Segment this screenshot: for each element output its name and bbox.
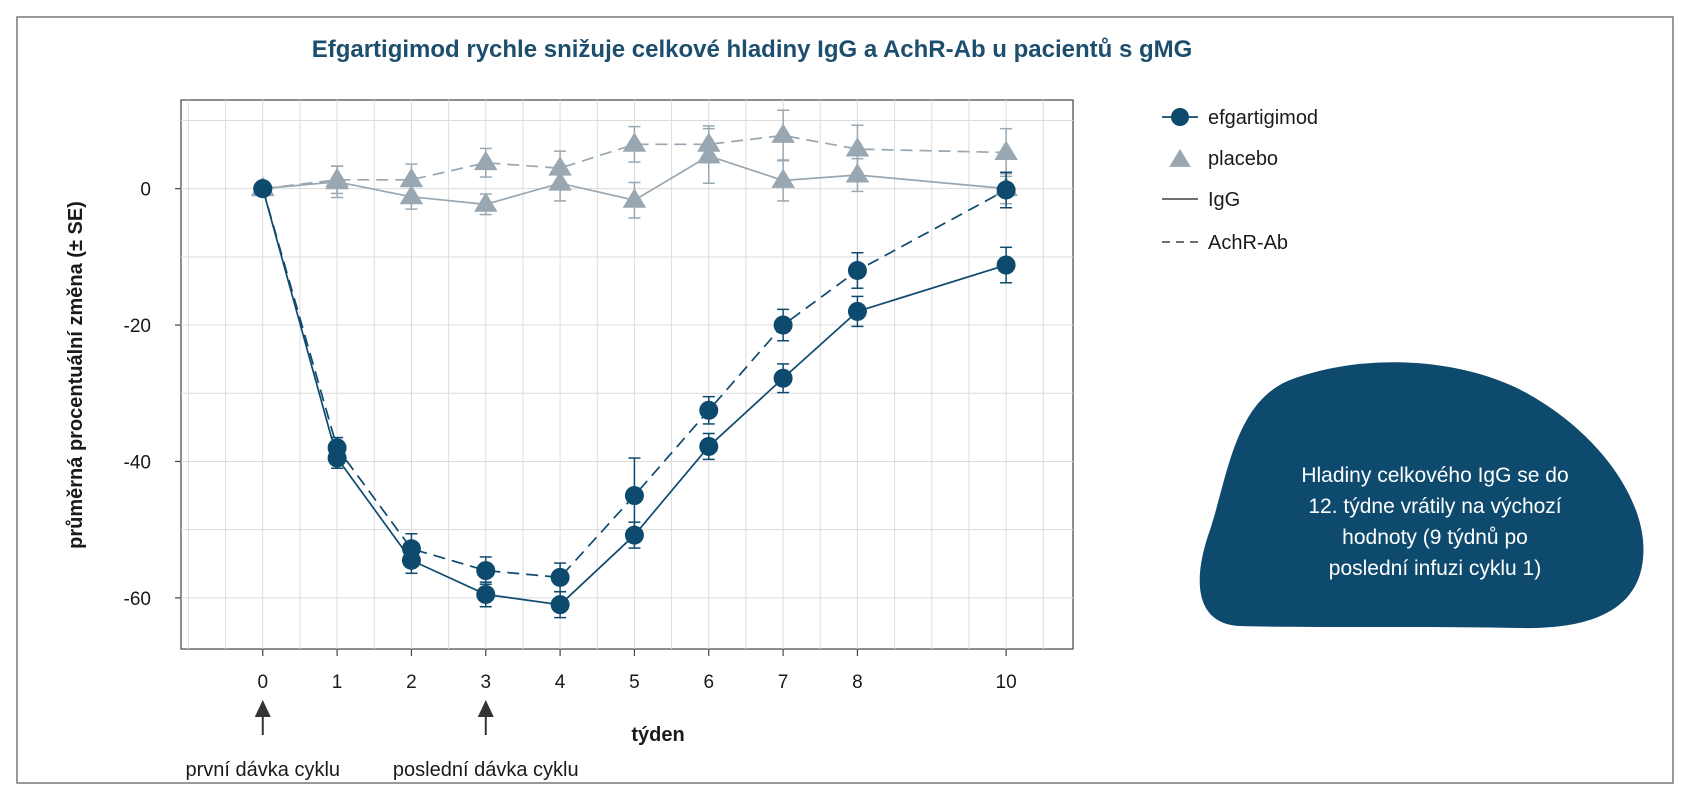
- callout-line: 12. týdne vrátily na výchozí: [1308, 495, 1561, 518]
- x-tick-label: 1: [332, 672, 343, 693]
- data-point: [253, 179, 273, 199]
- data-point: [771, 123, 795, 143]
- y-tick-label: -20: [124, 316, 151, 337]
- data-point: [845, 137, 870, 157]
- data-point: [773, 315, 793, 335]
- data-point: [624, 486, 644, 506]
- x-tick-label: 0: [257, 672, 268, 693]
- callout-blob: [1199, 362, 1644, 629]
- callout-line: hodnoty (9 týdnů po: [1342, 526, 1528, 549]
- dose-label: první dávka cyklu: [186, 759, 341, 781]
- data-point: [327, 448, 347, 468]
- data-point: [325, 167, 349, 188]
- dose-arrow-head: [254, 700, 271, 717]
- x-tick-label: 8: [852, 672, 863, 693]
- data-point: [697, 132, 721, 152]
- data-point: [996, 180, 1016, 200]
- data-point: [771, 168, 795, 188]
- dose-label: poslední dávka cyklu: [393, 759, 579, 781]
- x-tick-label: 6: [703, 672, 714, 693]
- series-placebo-AchR-Ab: [251, 109, 1018, 197]
- data-point: [996, 255, 1016, 275]
- data-point: [994, 140, 1018, 160]
- series-layer: [251, 109, 1018, 619]
- data-point: [474, 192, 498, 212]
- callout-text: Hladiny celkového IgG se do 12. týdne vrá…: [1301, 464, 1568, 580]
- callout-line: Hladiny celkového IgG se do: [1301, 464, 1568, 487]
- x-tick-label: 3: [480, 672, 491, 693]
- plot-area: [180, 99, 1074, 650]
- series-efgartigimod-IgG: [253, 179, 1016, 619]
- legend-item: efgartigimod: [1162, 107, 1318, 129]
- x-axis-label: týden: [631, 724, 684, 746]
- data-point: [773, 368, 793, 388]
- data-point: [550, 567, 570, 587]
- data-point: [699, 400, 719, 420]
- x-tick-label: 7: [778, 672, 789, 693]
- y-tick-label: -60: [124, 589, 151, 610]
- data-point: [622, 188, 647, 208]
- callout-line: poslední infuzi cyklu 1): [1329, 557, 1541, 580]
- data-point: [476, 561, 496, 581]
- callout: Hladiny celkového IgG se do 12. týdne vrá…: [1199, 362, 1644, 629]
- x-tick-label: 4: [555, 672, 566, 693]
- x-tick-label: 2: [406, 672, 417, 693]
- legend-marker: [1169, 149, 1191, 167]
- legend-item: IgG: [1162, 189, 1240, 211]
- legend-label: AchR-Ab: [1208, 232, 1288, 254]
- dose-annotations: první dávka cyklu poslední dávka cyklu: [186, 700, 579, 781]
- legend-label: IgG: [1208, 189, 1240, 211]
- data-point: [622, 132, 647, 152]
- data-point: [476, 584, 496, 604]
- data-point: [847, 260, 867, 280]
- legend: efgartigimod placebo IgG AchR-Ab: [1162, 107, 1318, 254]
- series-line: [261, 188, 1007, 579]
- y-tick-label: -40: [124, 452, 151, 473]
- x-tick-label: 10: [996, 672, 1017, 693]
- legend-label: placebo: [1208, 148, 1278, 170]
- data-point: [399, 167, 424, 188]
- legend-item: placebo: [1169, 148, 1278, 170]
- data-point: [474, 150, 498, 171]
- data-point: [624, 525, 644, 545]
- legend-marker: [1171, 108, 1189, 126]
- data-point: [548, 156, 572, 176]
- y-axis-label: průměrná procentuální změna (± SE): [65, 201, 87, 549]
- series-line: [261, 188, 1007, 606]
- dose-arrow-head: [477, 700, 494, 717]
- y-axis-ticks: 0 -20 -40 -60: [124, 180, 181, 610]
- data-point: [699, 436, 719, 456]
- x-axis-ticks: 0 1 2 3 4 5 6 7 8 10: [257, 649, 1017, 693]
- legend-label: efgartigimod: [1208, 107, 1318, 129]
- data-point: [401, 550, 421, 570]
- x-tick-label: 5: [629, 672, 640, 693]
- data-point: [847, 301, 867, 321]
- data-point: [550, 595, 570, 615]
- series-line: [262, 154, 1007, 206]
- chart-title: Efgartigimod rychle snižuje celkové hlad…: [312, 36, 1193, 63]
- legend-item: AchR-Ab: [1162, 232, 1288, 254]
- y-tick-label: 0: [140, 180, 151, 201]
